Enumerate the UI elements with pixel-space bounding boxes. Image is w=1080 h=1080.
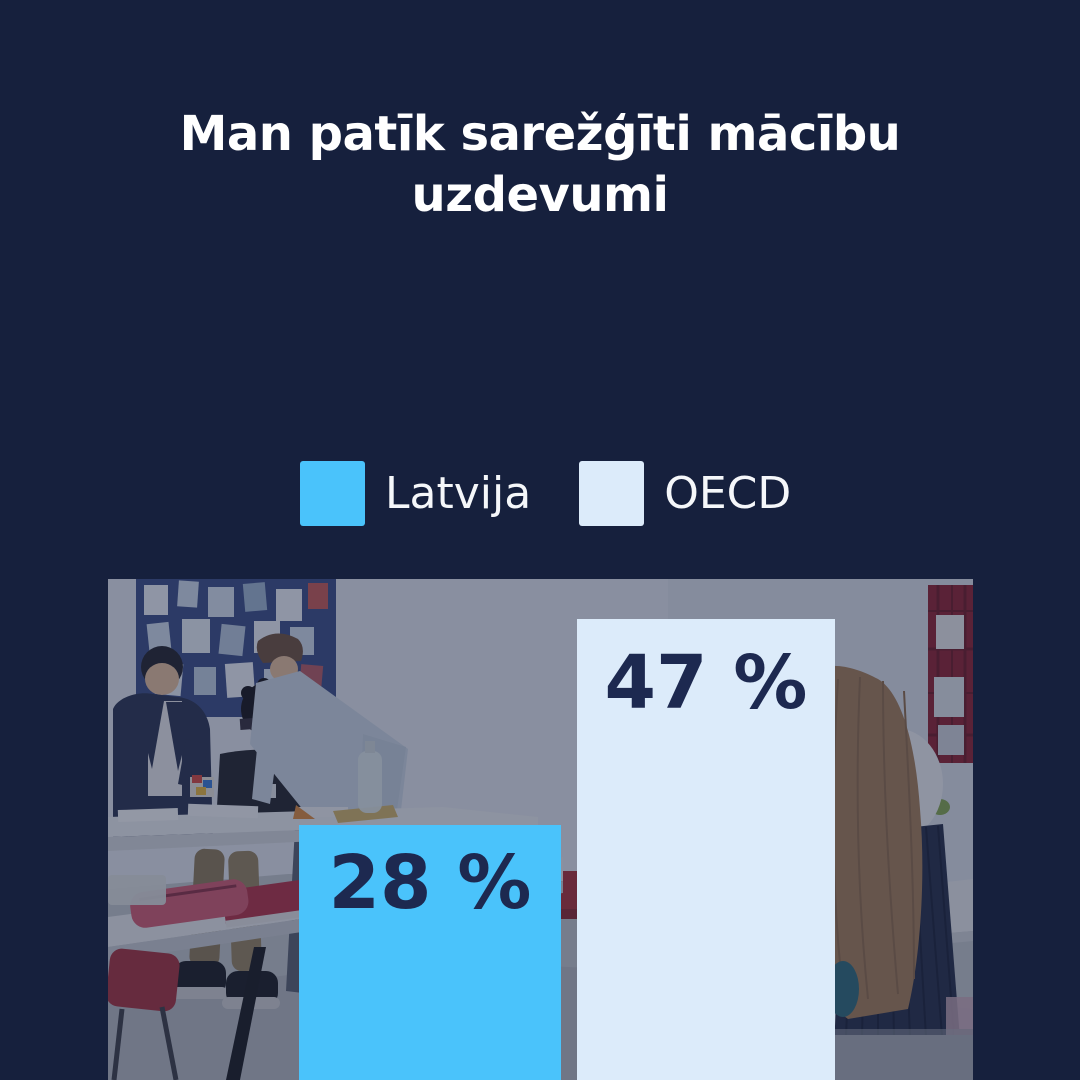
bar-value-label-latvija: 28 % (328, 840, 532, 926)
oecd-color-swatch (579, 461, 645, 526)
legend-item-latvija: Latvija (300, 461, 531, 526)
bar-oecd: 47 % (577, 619, 835, 1080)
bar-latvija: 28 % (299, 825, 561, 1080)
page-title: Man patīk sarežģīti mācību uzdevumi (0, 104, 1080, 226)
legend-label-oecd: OECD (664, 468, 792, 519)
latvija-color-swatch (300, 461, 365, 526)
legend-item-oecd: OECD (579, 461, 791, 526)
bar-value-label-oecd: 47 % (604, 640, 808, 726)
title-line-2: uzdevumi (411, 167, 669, 223)
title-line-1: Man patīk sarežģīti mācību (179, 106, 901, 162)
legend-label-latvija: Latvija (385, 468, 532, 519)
chart-legend: Latvija OECD (300, 461, 791, 526)
